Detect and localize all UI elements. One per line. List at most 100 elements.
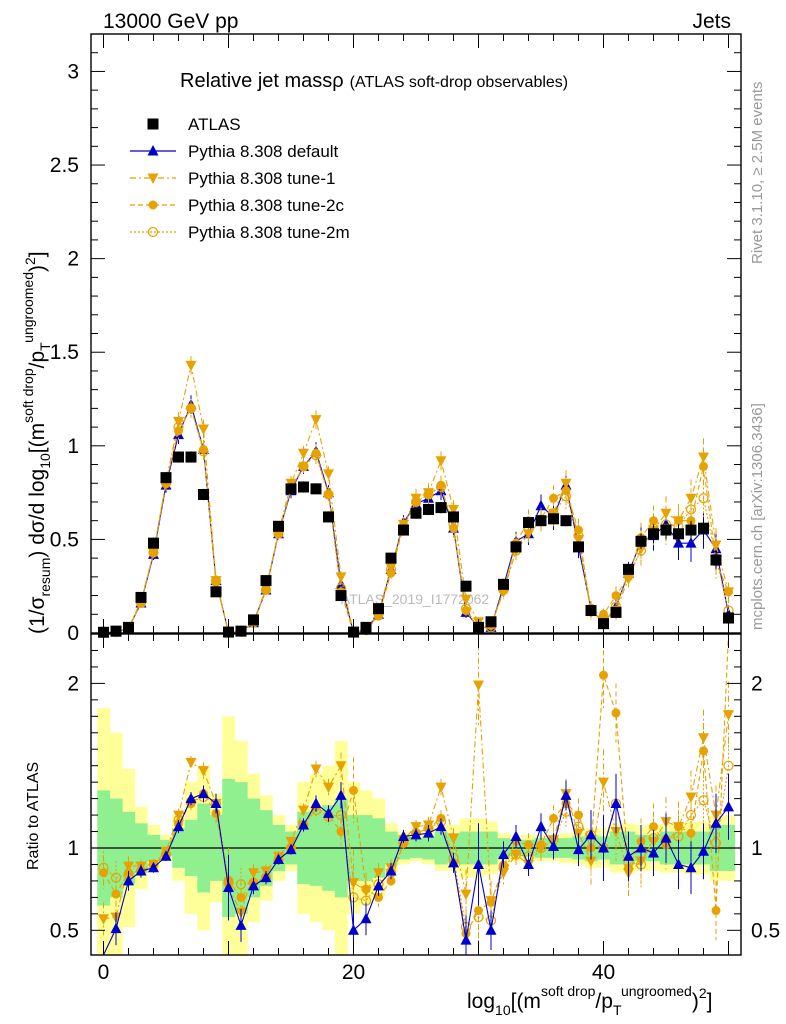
data-point-atlas bbox=[185, 451, 197, 463]
ratio-point-default bbox=[710, 817, 722, 828]
data-point-atlas bbox=[410, 507, 422, 519]
ratio-point-tune1 bbox=[460, 889, 472, 901]
ratio-point-default bbox=[448, 856, 459, 868]
ratio-point-default bbox=[223, 881, 234, 893]
ratio-point-default bbox=[148, 861, 159, 873]
legend-item-tune2m: Pythia 8.308 tune-2m bbox=[130, 223, 350, 242]
data-point-atlas bbox=[548, 513, 559, 525]
data-point-atlas bbox=[623, 563, 634, 575]
svg-text:Relative jet massρ(ATLAS soft-: Relative jet massρ (ATLAS soft-drop obser… bbox=[180, 70, 568, 92]
legend-item-default: Pythia 8.308 default bbox=[130, 142, 339, 161]
ratio-point-tune1 bbox=[698, 733, 709, 744]
ratio-point-tune2c bbox=[699, 746, 708, 756]
ratio-point-default bbox=[248, 879, 259, 891]
ratio-point-default bbox=[648, 846, 659, 858]
data-point-atlas bbox=[310, 483, 322, 495]
ratio-point-tune2m bbox=[573, 821, 584, 832]
ratio-point-tune2m bbox=[510, 849, 522, 860]
y-tick-label: 2.5 bbox=[50, 154, 79, 177]
legend-item-tune1: Pythia 8.308 tune-1 bbox=[130, 169, 335, 188]
data-point-atlas bbox=[135, 591, 147, 603]
ratio-point-tune1 bbox=[185, 757, 197, 769]
ratio-point-default bbox=[660, 832, 672, 843]
ratio-point-default bbox=[285, 843, 297, 855]
data-point-tune1 bbox=[323, 469, 334, 480]
ratio-point-tune1 bbox=[723, 710, 734, 721]
ratio-point-tune1 bbox=[598, 777, 609, 789]
ratio-point-default bbox=[110, 922, 122, 934]
ratio-point-default bbox=[548, 840, 559, 851]
ratio-point-default bbox=[560, 789, 572, 800]
ratio-point-default bbox=[485, 924, 497, 935]
data-point-atlas bbox=[210, 586, 222, 598]
ratio-point-default bbox=[198, 787, 209, 799]
data-point-atlas bbox=[673, 528, 684, 540]
y-tick-label: 1.5 bbox=[50, 341, 79, 364]
data-point-atlas bbox=[460, 580, 472, 592]
data-point-tune2m bbox=[310, 450, 322, 461]
data-point-tune1 bbox=[198, 424, 209, 435]
legend-label: Pythia 8.308 default bbox=[188, 142, 339, 161]
y-tick-label: 0.5 bbox=[50, 528, 79, 551]
x-tick-label: 40 bbox=[592, 961, 615, 984]
ratio-point-tune1 bbox=[198, 766, 209, 777]
ratio-point-default bbox=[398, 830, 409, 841]
ratio-ylabel: Ratio to ATLAS bbox=[25, 762, 42, 870]
ratio-point-default bbox=[673, 858, 684, 869]
legend-item-tune2c: Pythia 8.308 tune-2c bbox=[130, 196, 344, 215]
data-point-tune2m bbox=[323, 489, 334, 500]
data-point-tune1 bbox=[185, 360, 197, 372]
ratio-point-default bbox=[360, 912, 372, 924]
ratio-point-default bbox=[685, 861, 697, 873]
data-point-atlas bbox=[273, 520, 284, 532]
data-point-atlas bbox=[298, 481, 309, 493]
data-point-tune2m bbox=[198, 446, 209, 457]
ratio-point-default bbox=[410, 828, 422, 840]
data-point-tune2m bbox=[685, 504, 697, 515]
data-point-tune2m bbox=[435, 481, 447, 493]
data-point-atlas bbox=[510, 541, 522, 553]
ratio-point-default bbox=[635, 842, 647, 853]
ratio-point-default bbox=[460, 934, 472, 945]
legend: ATLAS Pythia 8.308 default Pythia 8.308 tu… bbox=[130, 115, 350, 242]
data-point-atlas bbox=[710, 554, 722, 566]
ratio-point-tune1 bbox=[98, 914, 109, 925]
data-point-tune2m bbox=[573, 530, 584, 541]
data-point-default bbox=[535, 499, 547, 511]
data-point-tune1 bbox=[298, 448, 309, 460]
data-point-tune2c bbox=[649, 516, 658, 526]
data-point-atlas bbox=[560, 515, 572, 527]
data-point-atlas bbox=[635, 535, 647, 547]
data-point-tune2c bbox=[549, 493, 558, 503]
ratio-point-default bbox=[210, 797, 222, 809]
ratio-point-tune1 bbox=[335, 761, 347, 772]
ratio-point-tune1 bbox=[448, 833, 459, 845]
series-line-tune2c bbox=[103, 406, 730, 634]
ratio-point-default bbox=[123, 874, 134, 886]
ratio-y-tick-label: 0.5 bbox=[50, 919, 79, 942]
legend-marker bbox=[147, 173, 159, 184]
legend-label: ATLAS bbox=[188, 115, 241, 134]
data-point-atlas bbox=[323, 511, 334, 523]
data-point-tune1 bbox=[460, 594, 472, 606]
data-point-atlas bbox=[335, 590, 347, 602]
data-point-tune2m bbox=[423, 489, 434, 500]
ratio-point-tune2c bbox=[549, 813, 558, 823]
ratio-point-tune2c bbox=[649, 822, 658, 832]
ratio-point-default bbox=[260, 871, 272, 883]
data-point-tune1 bbox=[335, 572, 347, 583]
data-point-atlas bbox=[523, 517, 534, 529]
data-point-tune2m bbox=[560, 491, 572, 502]
ratio-point-default bbox=[573, 843, 584, 855]
ratio-point-tune1 bbox=[373, 868, 384, 879]
ratio-point-default bbox=[510, 830, 522, 841]
data-point-tune2c bbox=[674, 516, 683, 526]
data-point-tune1 bbox=[310, 415, 322, 426]
ratio-y-tick-label-right: 1 bbox=[751, 837, 763, 860]
ratio-point-default bbox=[348, 924, 359, 935]
ratio-point-default bbox=[235, 919, 247, 930]
data-point-tune1 bbox=[448, 504, 459, 516]
ratio-point-tune2c bbox=[711, 906, 721, 916]
data-point-atlas bbox=[660, 524, 672, 536]
y-tick-label: 2 bbox=[67, 248, 79, 271]
